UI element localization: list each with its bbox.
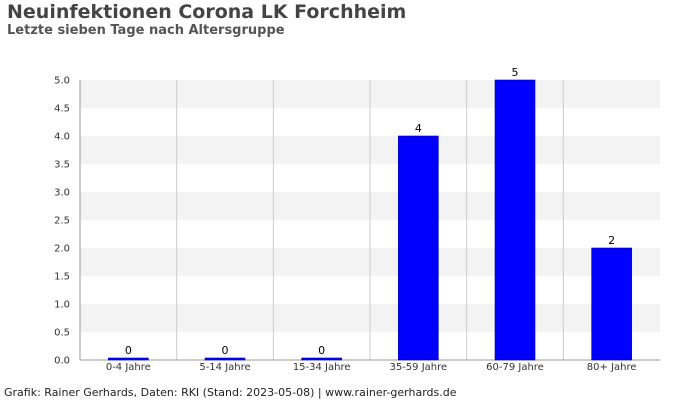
y-tick-label: 0.5 bbox=[54, 328, 70, 339]
bar bbox=[494, 79, 536, 361]
y-tick-label: 4.0 bbox=[54, 132, 70, 143]
x-tick-label: 15-34 Jahre bbox=[293, 362, 351, 373]
bar bbox=[301, 357, 342, 361]
data-labels: 0 0 0 4 5 2 bbox=[125, 66, 615, 357]
x-tick-label: 80+ Jahre bbox=[587, 362, 637, 373]
y-tick-labels: 0.0 0.5 1.0 1.5 2.0 2.5 3.0 3.5 4.0 4.5 5.0 bbox=[54, 76, 70, 367]
y-tick-label: 2.5 bbox=[54, 216, 70, 227]
chart-subtitle: Letzte sieben Tage nach Altersgruppe bbox=[7, 23, 285, 38]
x-tick-labels: 0-4 Jahre 5-14 Jahre 15-34 Jahre 35-59 Jahr… bbox=[106, 362, 637, 373]
footer-credit: Grafik: Rainer Gerhards, Daten: RKI (Sta… bbox=[4, 386, 457, 399]
y-tick-label: 1.0 bbox=[54, 300, 70, 311]
chart-title: Neuinfektionen Corona LK Forchheim bbox=[7, 1, 407, 23]
data-label: 0 bbox=[125, 344, 132, 357]
x-tick-label: 5-14 Jahre bbox=[199, 362, 250, 373]
y-tick-label: 3.5 bbox=[54, 160, 70, 171]
x-tick-label: 0-4 Jahre bbox=[106, 362, 151, 373]
data-label: 2 bbox=[608, 234, 615, 247]
y-tick-label: 4.5 bbox=[54, 104, 70, 115]
data-label: 4 bbox=[415, 122, 422, 135]
bar bbox=[108, 357, 149, 361]
x-tick-label: 35-59 Jahre bbox=[389, 362, 447, 373]
vertical-gridlines bbox=[176, 80, 564, 360]
bars bbox=[108, 79, 632, 361]
y-tick-label: 1.5 bbox=[54, 272, 70, 283]
data-label: 5 bbox=[512, 66, 519, 79]
y-tick-label: 2.0 bbox=[54, 244, 70, 255]
axes bbox=[79, 80, 660, 361]
x-tick-label: 60-79 Jahre bbox=[486, 362, 544, 373]
bar bbox=[398, 135, 439, 361]
data-label: 0 bbox=[222, 344, 229, 357]
y-tick-label: 3.0 bbox=[54, 188, 70, 199]
data-label: 0 bbox=[318, 344, 325, 357]
y-tick-label: 0.0 bbox=[54, 356, 70, 367]
bar bbox=[591, 247, 632, 361]
bar bbox=[204, 357, 246, 361]
y-tick-label: 5.0 bbox=[54, 76, 70, 87]
